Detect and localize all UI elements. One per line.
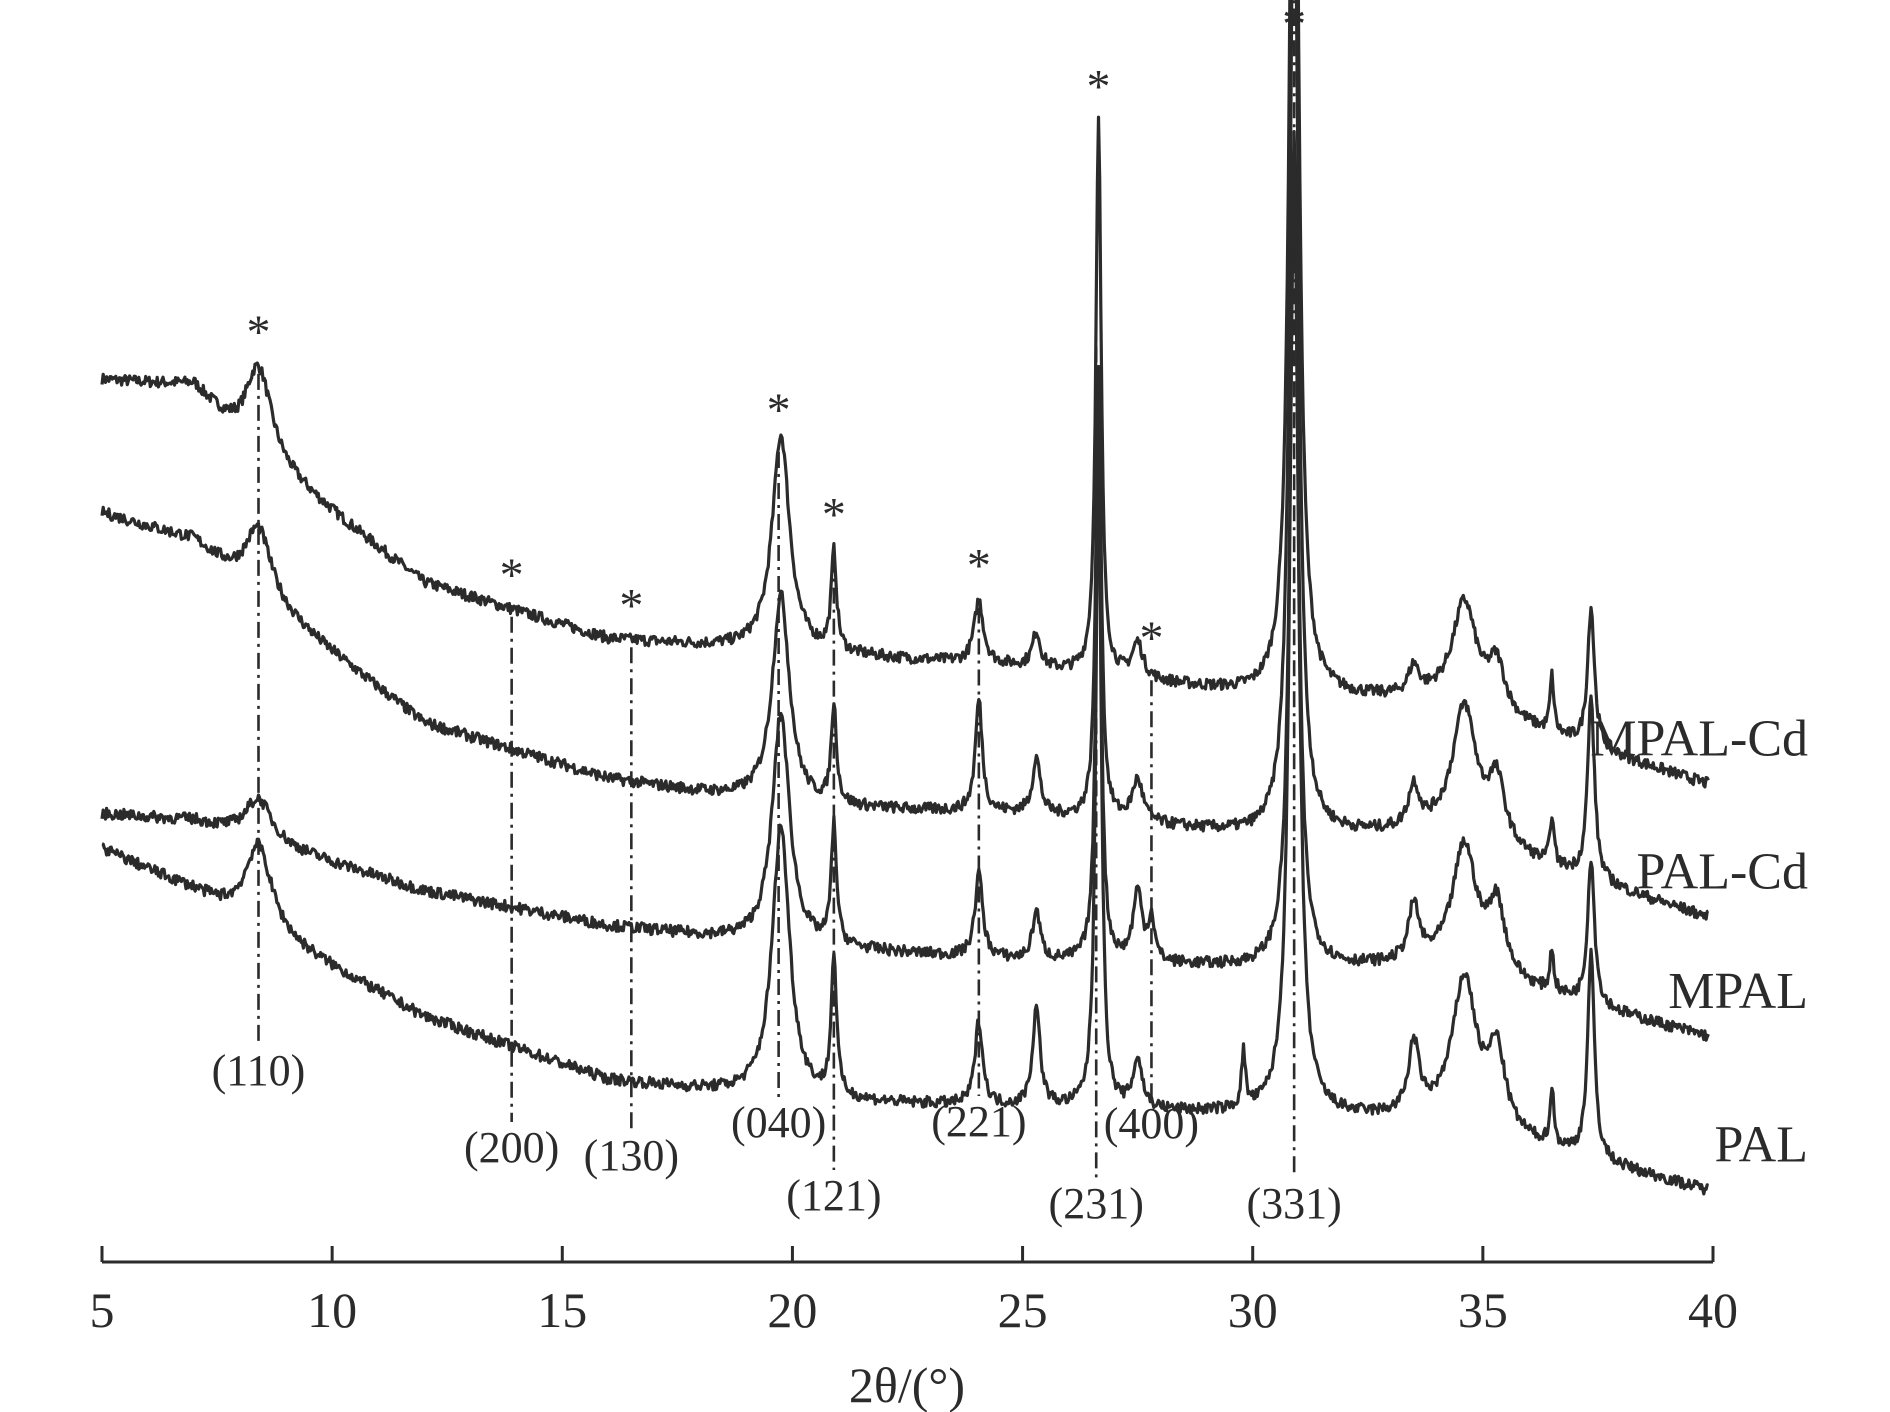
reflection-label-221: (221) bbox=[931, 1097, 1026, 1146]
reflection-label-130: (130) bbox=[584, 1131, 679, 1180]
reflection-label-121: (121) bbox=[786, 1171, 881, 1220]
reflection-lines bbox=[257, 0, 1296, 1178]
x-axis-ticks: 5 10 15 20 25 30 35 40 bbox=[90, 1246, 1738, 1338]
reflection-label-110: (110) bbox=[212, 1046, 306, 1095]
asterisk-marker: * bbox=[619, 579, 643, 632]
reflection-label-040: (040) bbox=[731, 1098, 826, 1147]
reflection-label-331: (331) bbox=[1246, 1179, 1341, 1228]
series-traces bbox=[100, 0, 1710, 1196]
asterisk-marker: * bbox=[1282, 0, 1306, 51]
trace-pal-cd bbox=[100, 0, 1710, 921]
reflection-label-231: (231) bbox=[1049, 1179, 1144, 1228]
reflection-label-400: (400) bbox=[1104, 1099, 1199, 1148]
series-label-mpal: MPAL bbox=[1668, 963, 1808, 1020]
x-tick-label-40: 40 bbox=[1688, 1282, 1738, 1338]
asterisk-marker: * bbox=[1087, 61, 1111, 114]
series-label-pal-cd: PAL-Cd bbox=[1637, 844, 1808, 901]
x-tick-label-15: 15 bbox=[537, 1282, 587, 1338]
asterisk-marker: * bbox=[500, 549, 524, 602]
x-axis-title: 2θ/(°) bbox=[849, 1357, 965, 1412]
x-tick-label-30: 30 bbox=[1228, 1282, 1278, 1338]
x-tick-label-10: 10 bbox=[307, 1282, 357, 1338]
asterisk-marker: * bbox=[822, 489, 846, 542]
x-tick-label-35: 35 bbox=[1458, 1282, 1508, 1338]
series-label-pal: PAL bbox=[1715, 1117, 1808, 1174]
asterisk-marker: * bbox=[967, 540, 991, 593]
asterisk-marker: * bbox=[767, 384, 791, 437]
series-labels: MPAL-Cd PAL-Cd MPAL PAL bbox=[1590, 711, 1808, 1174]
x-axis: 5 10 15 20 25 30 35 40 2θ/(°) bbox=[90, 1246, 1738, 1412]
trace-pal bbox=[101, 130, 1710, 1196]
series-label-mpal-cd: MPAL-Cd bbox=[1590, 711, 1808, 768]
asterisk-marker: * bbox=[1139, 612, 1163, 665]
asterisk-markers: * * * * * * * * * bbox=[246, 0, 1306, 665]
x-tick-label-5: 5 bbox=[90, 1282, 115, 1338]
trace-mpal-cd bbox=[100, 0, 1710, 789]
x-tick-label-20: 20 bbox=[767, 1282, 817, 1338]
trace-mpal bbox=[100, 180, 1710, 1042]
asterisk-marker: * bbox=[246, 306, 270, 359]
reflection-label-200: (200) bbox=[464, 1123, 559, 1172]
x-tick-label-25: 25 bbox=[998, 1282, 1048, 1338]
reflection-labels: (110) (200) (130) (040) (121) (221) (231) (400)… bbox=[212, 1046, 1342, 1228]
